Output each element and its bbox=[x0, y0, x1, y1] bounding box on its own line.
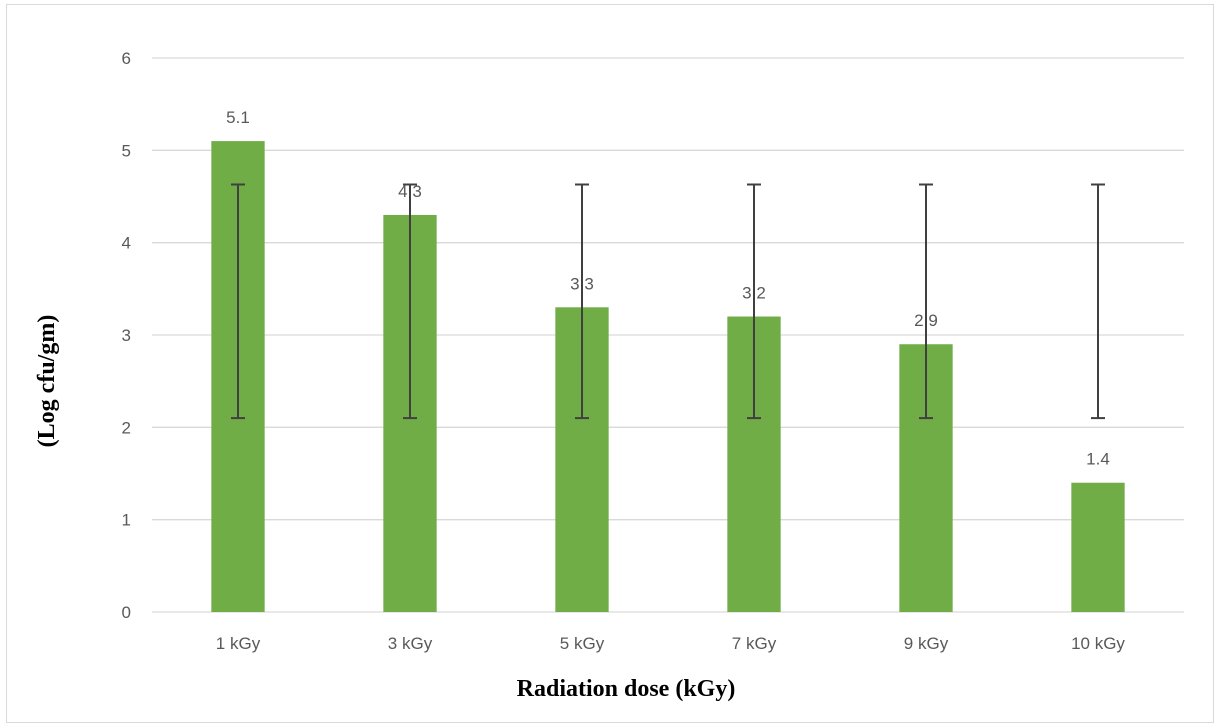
bars bbox=[211, 141, 1125, 612]
data-label-0: 5.1 bbox=[226, 108, 250, 127]
y-tick-label: 6 bbox=[122, 49, 131, 68]
bar-5 bbox=[1071, 482, 1125, 612]
x-axis-title: Radiation dose (kGy) bbox=[517, 676, 736, 702]
data-labels: 5.14.33.3 3.22.91.4 bbox=[226, 108, 1110, 469]
error-bars bbox=[231, 183, 1105, 420]
y-tick-label: 1 bbox=[122, 511, 131, 530]
y-axis-title: (Log cfu/gm) bbox=[34, 315, 60, 448]
y-tick-label: 3 bbox=[122, 326, 131, 345]
error-bar-5 bbox=[1091, 183, 1105, 420]
error-bar-0 bbox=[231, 183, 245, 420]
x-tick-label-2: 5 kGy bbox=[560, 634, 605, 653]
chart-frame bbox=[6, 4, 1214, 723]
data-label-5: 1.4 bbox=[1086, 450, 1110, 469]
error-bar-2 bbox=[575, 183, 589, 420]
x-axis-ticks: 1 kGy 3 kGy 5 kGy 7 kGy 9 kGy 10 kGy bbox=[216, 634, 1126, 653]
y-tick-label: 0 bbox=[122, 603, 131, 622]
error-bar-3 bbox=[747, 183, 761, 420]
x-tick-label-5: 10 kGy bbox=[1071, 634, 1125, 653]
y-tick-label: 4 bbox=[122, 234, 131, 253]
x-tick-label-1: 3 kGy bbox=[388, 634, 433, 653]
y-tick-label: 5 bbox=[122, 141, 131, 160]
y-tick-label: 2 bbox=[122, 418, 131, 437]
error-bar-1 bbox=[403, 183, 417, 420]
error-bar-4 bbox=[919, 183, 933, 420]
x-tick-label-0: 1 kGy bbox=[216, 634, 261, 653]
gridlines bbox=[152, 57, 1184, 613]
x-tick-label-3: 7 kGy bbox=[732, 634, 777, 653]
x-tick-label-4: 9 kGy bbox=[904, 634, 949, 653]
y-axis-ticks: 0 1 2 3 4 5 6 bbox=[122, 49, 131, 622]
